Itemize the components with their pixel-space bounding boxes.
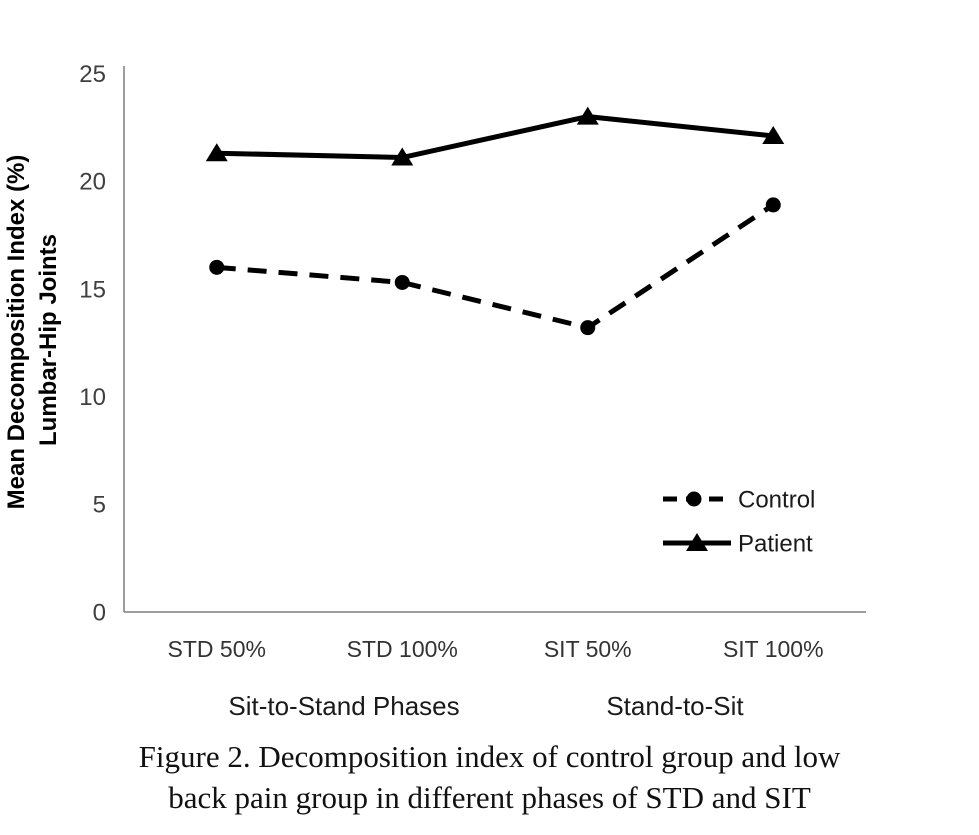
- y-axis-title-line-2: Lumbar-Hip Joints: [35, 234, 62, 446]
- legend-label-patient: Patient: [738, 530, 813, 557]
- y-tick-label-15: 15: [79, 276, 106, 303]
- y-tick-label-5: 5: [93, 492, 106, 519]
- y-axis-title-line-1: Mean Decomposition Index (%): [3, 155, 30, 510]
- y-tick-label-25: 25: [79, 61, 106, 88]
- y-tick-label-10: 10: [79, 384, 106, 411]
- x-category-label-2: SIT 50%: [544, 636, 632, 662]
- marker-patient-1: [391, 147, 414, 166]
- legend-marker-control: [686, 491, 702, 507]
- marker-control-3: [765, 197, 781, 213]
- x-category-label-3: SIT 100%: [723, 636, 824, 662]
- decomposition-index-line-chart: 0 5 10 15 20 25 STD 50% STD 100% SIT 50% SIT 100%…: [3, 61, 866, 721]
- series-line-control: [216, 202, 775, 331]
- x-group-label-0: Sit-to-Stand Phases: [228, 691, 459, 721]
- marker-patient-3: [762, 125, 785, 144]
- caption-line-2: back pain group in different phases of S…: [168, 780, 811, 815]
- marker-control-2: [580, 320, 596, 336]
- series-line-patient: [216, 114, 774, 161]
- x-group-label-1: Stand-to-Sit: [606, 691, 744, 721]
- figure-caption: Figure 2. Decomposition index of control…: [0, 736, 979, 818]
- caption-line-1: Figure 2. Decomposition index of control…: [138, 739, 841, 774]
- marker-patient-2: [576, 106, 599, 125]
- marker-control-1: [394, 274, 410, 290]
- marker-control-0: [209, 259, 225, 275]
- legend-marker-patient: [686, 533, 708, 551]
- y-tick-label-0: 0: [93, 599, 106, 626]
- y-tick-label-20: 20: [79, 169, 106, 196]
- legend-label-control: Control: [738, 486, 815, 513]
- marker-patient-0: [205, 143, 228, 162]
- x-category-label-0: STD 50%: [168, 636, 266, 662]
- x-category-label-1: STD 100%: [347, 636, 458, 662]
